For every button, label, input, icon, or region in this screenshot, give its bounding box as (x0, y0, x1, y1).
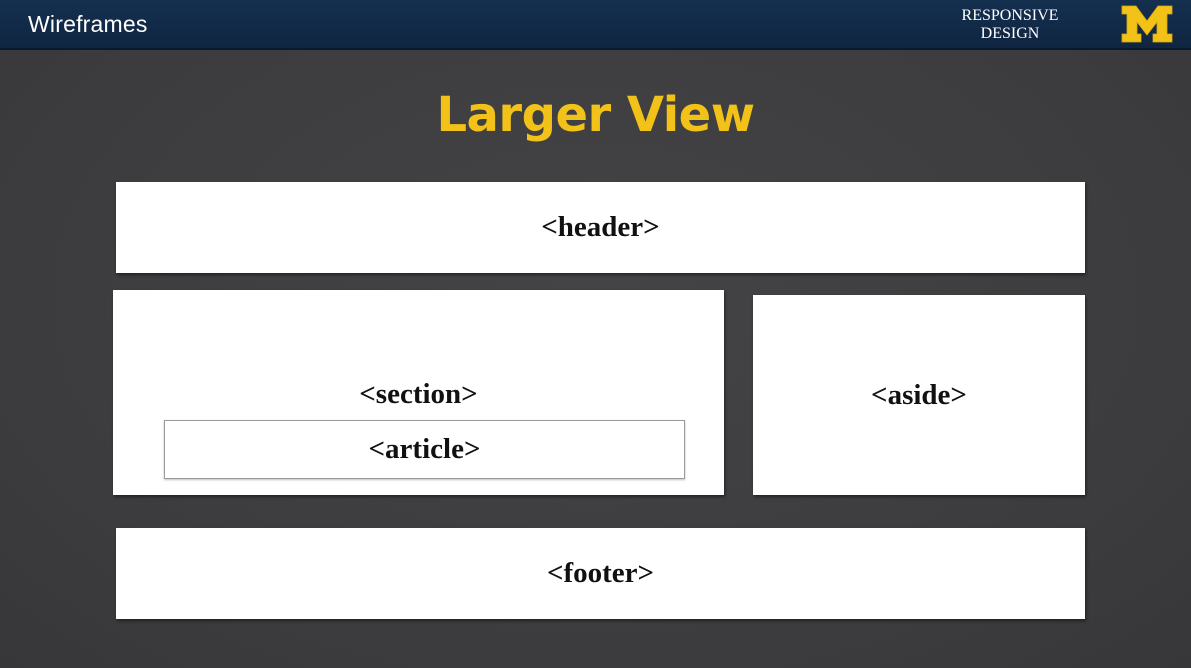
aside-block: <aside> (753, 295, 1085, 495)
section-block: <section> <article> (113, 290, 724, 495)
section-block-label: <section> (359, 378, 478, 410)
course-name-line2: DESIGN (980, 25, 1040, 42)
footer-block-label: <footer> (546, 557, 655, 589)
aside-block-label: <aside> (871, 378, 967, 411)
course-name-line1: RESPONSIVE (961, 7, 1059, 24)
header-block-label: <header> (541, 211, 660, 243)
slide-title: Larger View (436, 87, 755, 143)
header-block: <header> (116, 182, 1085, 273)
article-block: <article> (164, 420, 685, 479)
university-m-logo-icon (1121, 5, 1173, 43)
topbar-title: Wireframes (28, 11, 148, 37)
article-block-label: <article> (368, 433, 481, 465)
top-bar: Wireframes RESPONSIVE DESIGN (0, 0, 1191, 50)
course-name: RESPONSIVE DESIGN (948, 7, 1072, 43)
footer-block: <footer> (116, 528, 1085, 619)
